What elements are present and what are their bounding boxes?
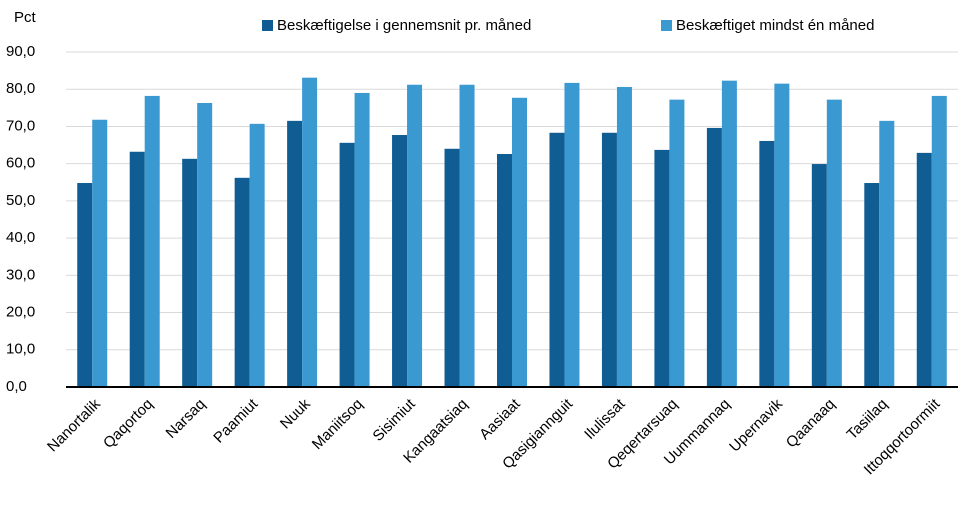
legend-swatch	[262, 20, 273, 31]
bar	[601, 132, 617, 387]
bar	[654, 149, 670, 387]
x-tick-label: Paamiut	[210, 395, 262, 447]
bar	[182, 158, 198, 387]
x-tick-label: Upernavik	[726, 395, 786, 455]
bar	[459, 84, 475, 387]
bar	[392, 135, 408, 387]
y-tick-label: 60,0	[6, 155, 35, 172]
x-tick-label: Maniitsoq	[309, 396, 366, 453]
y-tick-label: 50,0	[6, 192, 35, 209]
y-tick-label: 30,0	[6, 266, 35, 283]
legend-label: Beskæftiget mindst én måned	[676, 17, 874, 34]
y-tick-label: 40,0	[6, 229, 35, 246]
bar	[826, 99, 842, 388]
bar	[564, 82, 580, 388]
bar	[916, 152, 932, 387]
bar	[706, 127, 722, 387]
x-tick-label: Nanortalik	[44, 395, 104, 455]
bar	[354, 92, 370, 387]
bar	[129, 151, 145, 387]
bar	[721, 80, 737, 388]
bar	[774, 83, 790, 387]
y-tick-label: 10,0	[6, 341, 35, 358]
bar	[197, 102, 213, 387]
y-tick-label: 70,0	[6, 117, 35, 134]
bar	[616, 86, 632, 387]
bar	[497, 153, 512, 387]
legend-label: Beskæftigelse i gennemsnit pr. måned	[277, 17, 531, 34]
y-axis-label: Pct	[14, 9, 37, 26]
bar	[302, 77, 318, 387]
x-tick-label: Qaqortoq	[100, 396, 156, 452]
bar	[669, 99, 685, 388]
bar	[444, 148, 460, 387]
bar	[92, 119, 108, 387]
y-tick-label: 0,0	[6, 378, 27, 395]
x-tick-label: Sisimiut	[370, 395, 420, 445]
bar	[234, 177, 250, 387]
bar	[931, 95, 947, 387]
x-tick-label: Tasiilaq	[844, 396, 891, 443]
bar	[287, 120, 303, 387]
legend-swatch	[661, 20, 672, 31]
bar	[249, 123, 265, 387]
x-tick-label: Nuuk	[277, 395, 314, 432]
bar	[759, 140, 775, 387]
bar	[407, 84, 423, 387]
x-tick-label: Aasiaat	[476, 395, 524, 443]
bar	[144, 95, 160, 387]
bar	[339, 142, 355, 387]
bar	[549, 132, 565, 387]
bar	[512, 97, 527, 388]
y-tick-label: 20,0	[6, 304, 35, 321]
x-tick-label: Narsaq	[163, 396, 209, 442]
x-tick-label: Qaanaaq	[783, 396, 839, 452]
y-tick-label: 80,0	[6, 80, 35, 97]
bar	[879, 120, 895, 387]
bar	[811, 164, 827, 387]
x-tick-label: Ilulissat	[581, 395, 629, 443]
y-tick-label: 90,0	[6, 43, 35, 60]
bar	[864, 183, 880, 387]
bar	[77, 183, 93, 387]
